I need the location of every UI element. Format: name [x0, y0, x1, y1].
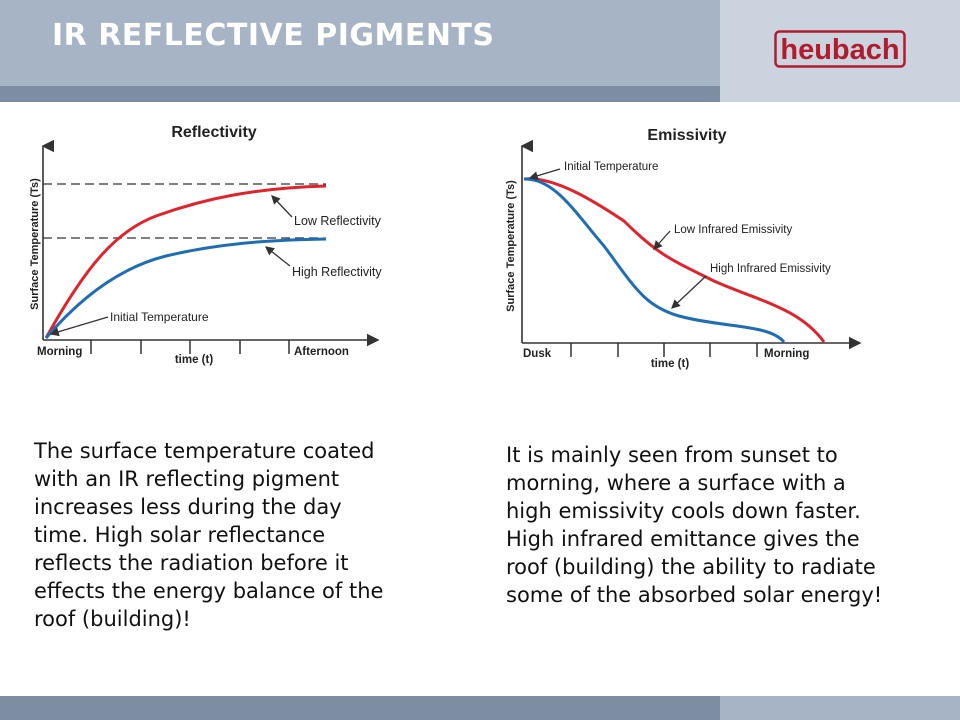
x-end-label: Morning: [764, 348, 809, 360]
low-reflectivity-pointer: [271, 195, 293, 218]
reflectivity-title: Reflectivity: [171, 124, 256, 141]
text-line: time. High solar reflectance: [34, 523, 326, 547]
text-line: roof (building)!: [34, 607, 191, 631]
x-end-label: Afternoon: [294, 346, 349, 358]
footer-bar-right: [720, 696, 960, 720]
high-reflectivity-curve: [44, 237, 327, 339]
initial-temperature-label: Initial Temperature: [564, 161, 658, 173]
text-line: High infrared emittance gives the: [506, 527, 860, 551]
reflectivity-chart: Reflectivity Low Reflectivity High Refle…: [29, 124, 382, 366]
text-line: The surface temperature coated: [34, 439, 375, 463]
header-strip: [0, 86, 720, 102]
high-reflectivity-pointer: [264, 246, 291, 267]
x-axis-label: time (t): [651, 358, 690, 370]
x-axis-label: time (t): [175, 354, 214, 366]
text-line: increases less during the day: [34, 495, 342, 519]
heubach-logo: heubach: [774, 30, 906, 68]
low-reflectivity-label: Low Reflectivity: [294, 214, 382, 228]
high-reflectivity-label: High Reflectivity: [292, 265, 382, 279]
high-emissivity-curve: [523, 177, 786, 344]
low-emissivity-label: Low Infrared Emissivity: [674, 224, 792, 236]
x-start-label: Dusk: [523, 348, 552, 360]
text-line: roof (building) the ability to radiate: [506, 555, 876, 579]
reflectivity-description: The surface temperature coated with an I…: [34, 437, 454, 633]
low-emissivity-pointer: [653, 230, 671, 250]
low-emissivity-curve: [523, 177, 826, 343]
initial-temperature-pointer: [49, 316, 109, 337]
text-line: high emissivity cools down faster.: [506, 499, 861, 523]
footer-bar: [0, 696, 720, 720]
text-line: morning, where a surface with a: [506, 471, 846, 495]
header-bar: [0, 0, 720, 86]
logo-panel: [720, 0, 960, 102]
page-title: IR REFLECTIVE PIGMENTS: [52, 18, 495, 53]
emissivity-chart: Emissivity Initial Temperature Low Infra…: [505, 127, 862, 370]
low-reflectivity-curve: [44, 184, 327, 339]
text-line: It is mainly seen from sunset to: [506, 443, 838, 467]
y-axis-label: Surface Temperature (Ts): [29, 178, 41, 310]
text-line: reflects the radiation before it: [34, 551, 349, 575]
initial-temperature-label: Initial Temperature: [110, 310, 209, 324]
high-emissivity-label: High Infrared Emissivity: [710, 263, 831, 275]
logo-text: heubach: [780, 34, 899, 66]
initial-temperature-pointer: [528, 168, 561, 181]
emissivity-title: Emissivity: [647, 127, 726, 144]
y-axis-label: Surface Temperature (Ts): [505, 180, 517, 312]
text-line: with an IR reflecting pigment: [34, 467, 340, 491]
emissivity-description: It is mainly seen from sunset to morning…: [506, 441, 946, 609]
text-line: some of the absorbed solar energy!: [506, 583, 883, 607]
text-line: effects the energy balance of the: [34, 579, 384, 603]
x-start-label: Morning: [37, 346, 82, 358]
high-emissivity-pointer: [671, 275, 707, 309]
